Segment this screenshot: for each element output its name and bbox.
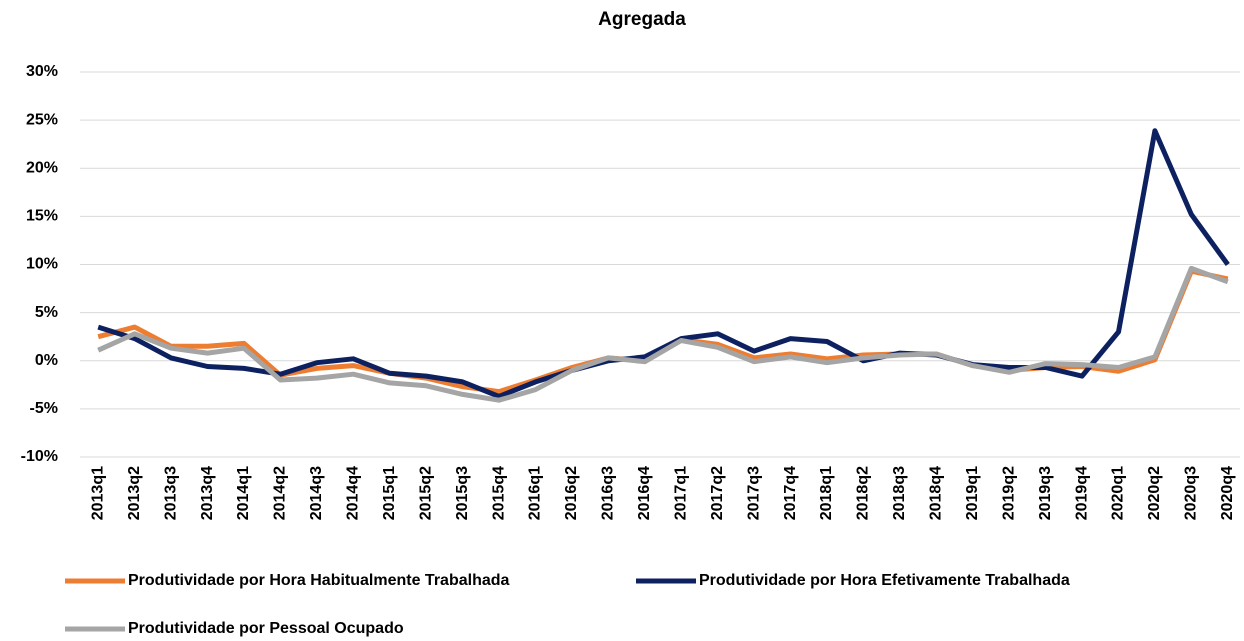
x-tick-label: 2015q1 bbox=[381, 466, 398, 520]
x-tick-label: 2019q3 bbox=[1037, 466, 1054, 520]
y-tick-label: 30% bbox=[26, 63, 58, 80]
x-tick-label: 2013q2 bbox=[126, 466, 143, 520]
x-tick-label: 2017q1 bbox=[672, 466, 689, 520]
x-tick-label: 2020q1 bbox=[1110, 466, 1127, 520]
x-tick-label: 2019q4 bbox=[1073, 466, 1090, 520]
x-tick-label: 2015q2 bbox=[417, 466, 434, 520]
y-tick-label: 25% bbox=[26, 111, 58, 128]
y-tick-label: -10% bbox=[21, 448, 58, 465]
legend-label: Produtividade por Pessoal Ocupado bbox=[128, 620, 404, 637]
x-tick-label: 2014q1 bbox=[235, 466, 252, 520]
data-line bbox=[97, 128, 1230, 399]
y-tick-label: -5% bbox=[30, 400, 58, 417]
x-tick-label: 2016q4 bbox=[636, 466, 653, 520]
x-tick-label: 2018q4 bbox=[928, 466, 945, 520]
x-tick-label: 2019q2 bbox=[1000, 466, 1017, 520]
x-tick-label: 2020q4 bbox=[1219, 466, 1236, 520]
x-tick-label: 2013q3 bbox=[162, 466, 179, 520]
x-tick-label: 2015q4 bbox=[490, 466, 507, 520]
y-tick-label: 5% bbox=[35, 304, 58, 321]
y-tick-label: 20% bbox=[26, 159, 58, 176]
x-tick-label: 2014q3 bbox=[308, 466, 325, 520]
x-tick-label: 2016q1 bbox=[527, 466, 544, 520]
legend-label: Produtividade por Hora Habitualmente Tra… bbox=[128, 572, 510, 589]
x-tick-label: 2016q2 bbox=[563, 466, 580, 520]
y-tick-label: 10% bbox=[26, 256, 58, 273]
y-tick-label: 15% bbox=[26, 208, 58, 225]
data-line bbox=[97, 265, 1229, 403]
x-tick-label: 2018q3 bbox=[891, 466, 908, 520]
x-tick-label: 2017q3 bbox=[745, 466, 762, 520]
chart-title: Agregada bbox=[598, 9, 686, 30]
x-tick-label: 2013q4 bbox=[199, 466, 216, 520]
x-tick-label: 2016q3 bbox=[600, 466, 617, 520]
x-tick-label: 2015q3 bbox=[454, 466, 471, 520]
legend-label: Produtividade por Hora Efetivamente Trab… bbox=[699, 572, 1070, 589]
x-tick-label: 2019q1 bbox=[964, 466, 981, 520]
x-tick-label: 2020q3 bbox=[1183, 466, 1200, 520]
x-tick-label: 2017q4 bbox=[782, 466, 799, 520]
x-tick-label: 2014q2 bbox=[272, 466, 289, 520]
x-tick-label: 2013q1 bbox=[89, 466, 106, 520]
x-tick-label: 2020q2 bbox=[1146, 466, 1163, 520]
y-tick-label: 0% bbox=[35, 352, 58, 369]
x-tick-label: 2014q4 bbox=[345, 466, 362, 520]
x-tick-label: 2018q1 bbox=[818, 466, 835, 520]
x-tick-label: 2017q2 bbox=[709, 466, 726, 520]
x-tick-label: 2018q2 bbox=[855, 466, 872, 520]
